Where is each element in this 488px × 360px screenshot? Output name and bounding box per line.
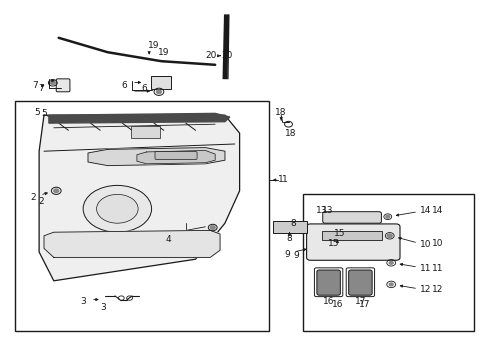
Text: 19: 19	[148, 41, 160, 50]
Text: 14: 14	[431, 206, 443, 215]
Text: 14: 14	[419, 206, 430, 215]
Text: 1: 1	[281, 175, 287, 184]
Text: 11: 11	[431, 264, 443, 273]
Text: 12: 12	[419, 285, 430, 294]
Ellipse shape	[96, 194, 138, 223]
Circle shape	[54, 189, 59, 193]
Text: 6: 6	[122, 81, 127, 90]
FancyBboxPatch shape	[131, 126, 160, 138]
Text: 6: 6	[141, 84, 147, 93]
Text: 13: 13	[315, 206, 327, 215]
Text: 15: 15	[333, 230, 345, 239]
Text: 5: 5	[41, 109, 47, 118]
Text: 9: 9	[292, 251, 298, 260]
Ellipse shape	[83, 185, 151, 232]
Text: 3: 3	[100, 303, 105, 312]
Text: 10: 10	[419, 240, 430, 248]
Text: 4: 4	[165, 235, 171, 244]
Polygon shape	[49, 113, 229, 123]
Text: 8: 8	[286, 234, 292, 243]
FancyBboxPatch shape	[56, 79, 70, 92]
Text: 18: 18	[275, 108, 286, 117]
Text: 17: 17	[358, 300, 369, 309]
FancyBboxPatch shape	[155, 152, 197, 159]
Text: 12: 12	[431, 285, 443, 294]
Text: 1: 1	[278, 175, 284, 184]
Bar	[15, 101, 268, 331]
Text: 18: 18	[285, 129, 296, 138]
Text: 11: 11	[419, 264, 430, 273]
Circle shape	[386, 234, 391, 238]
Text: 10: 10	[431, 238, 443, 248]
Text: 17: 17	[354, 297, 366, 306]
Text: 8: 8	[290, 219, 296, 228]
Text: 2: 2	[39, 197, 44, 206]
Text: 7: 7	[39, 84, 44, 93]
Polygon shape	[44, 230, 220, 257]
Circle shape	[388, 261, 392, 264]
Polygon shape	[39, 115, 239, 281]
FancyBboxPatch shape	[272, 221, 306, 233]
FancyBboxPatch shape	[321, 231, 382, 240]
Polygon shape	[137, 150, 215, 164]
Text: 15: 15	[327, 239, 339, 248]
Text: 13: 13	[321, 206, 333, 215]
FancyBboxPatch shape	[306, 224, 399, 260]
Circle shape	[385, 215, 389, 218]
Circle shape	[388, 283, 392, 286]
Polygon shape	[88, 148, 224, 166]
Text: 5: 5	[34, 108, 40, 117]
Circle shape	[210, 226, 215, 229]
Text: 4: 4	[159, 240, 165, 248]
Text: 7: 7	[32, 81, 38, 90]
Text: 19: 19	[158, 48, 169, 57]
Text: 20: 20	[205, 51, 217, 60]
Circle shape	[156, 90, 161, 94]
Circle shape	[50, 81, 55, 85]
Text: 20: 20	[221, 51, 233, 60]
FancyBboxPatch shape	[322, 212, 381, 223]
FancyBboxPatch shape	[316, 270, 340, 295]
Bar	[303, 194, 473, 331]
FancyBboxPatch shape	[348, 270, 371, 295]
Text: 3: 3	[80, 297, 86, 306]
Text: 2: 2	[30, 194, 36, 202]
Text: 16: 16	[331, 300, 343, 309]
Text: 16: 16	[322, 297, 334, 306]
Text: 9: 9	[284, 250, 289, 258]
FancyBboxPatch shape	[150, 76, 171, 89]
